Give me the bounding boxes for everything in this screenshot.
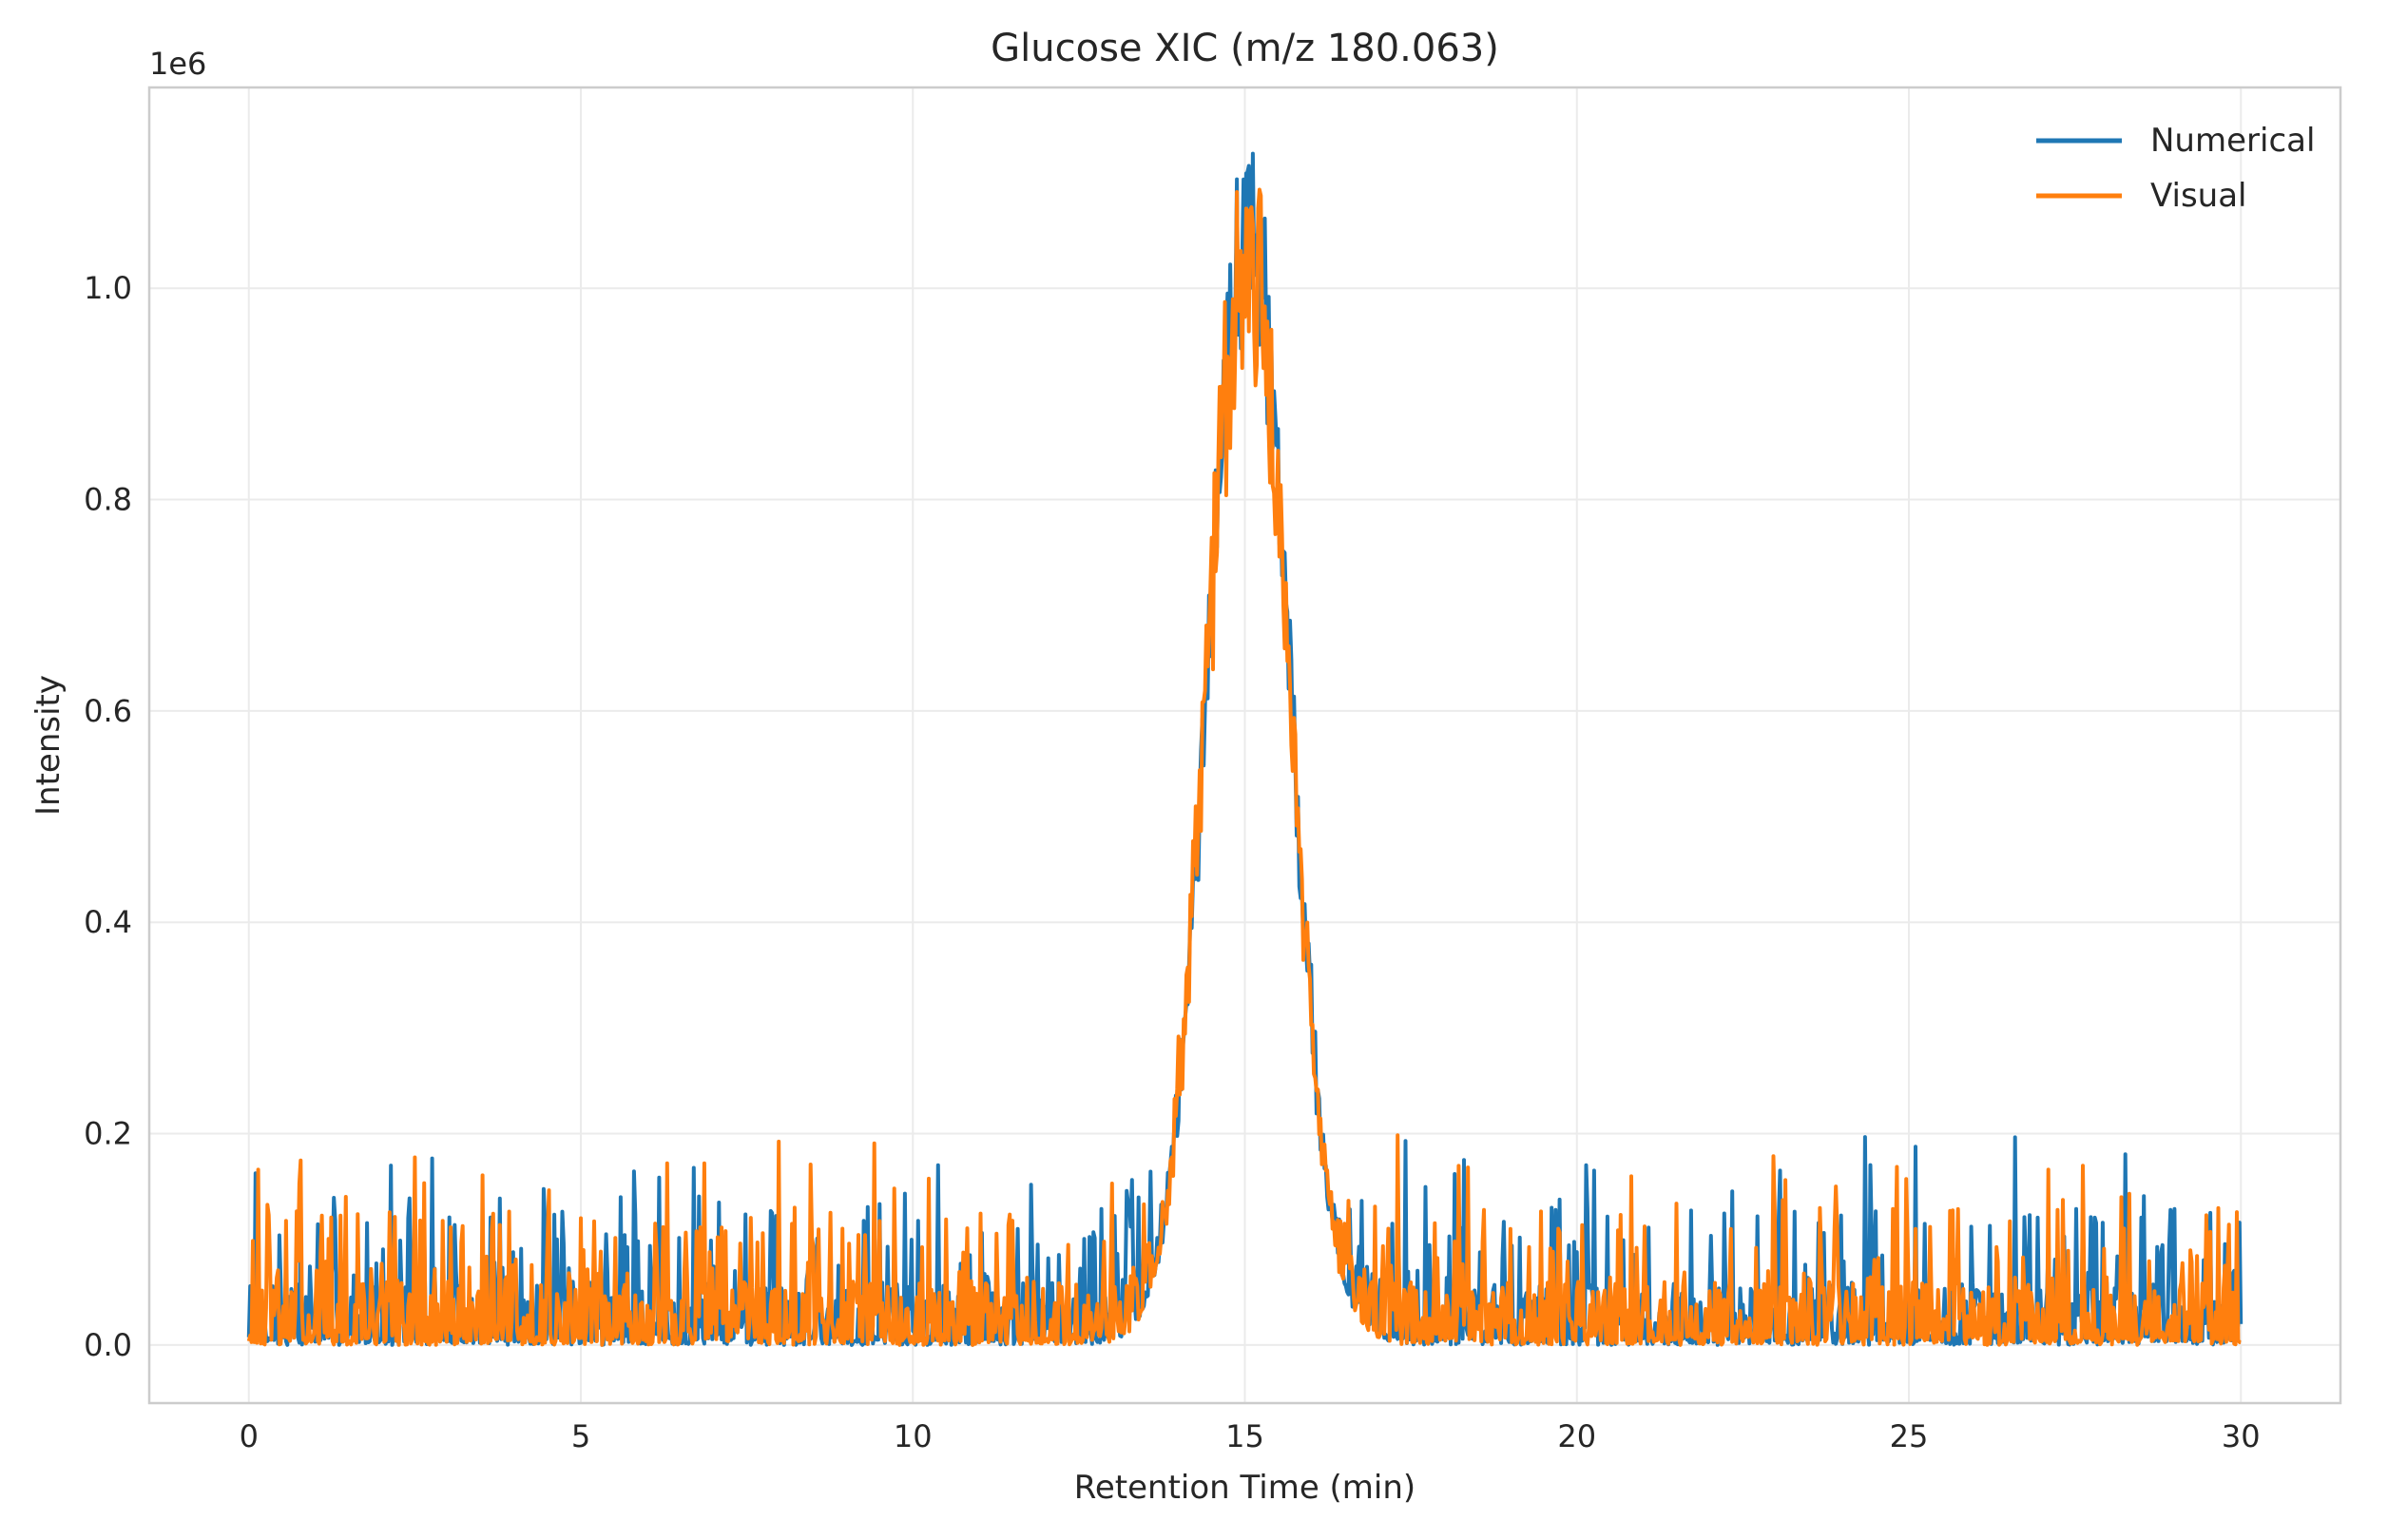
legend-label: Numerical — [2150, 122, 2315, 160]
y-offset-label: 1e6 — [149, 46, 206, 82]
x-tick-label: 30 — [2222, 1418, 2261, 1454]
y-tick-label: 0.0 — [84, 1327, 132, 1363]
x-tick-label: 5 — [571, 1418, 590, 1454]
y-axis-label: Intensity — [29, 675, 67, 816]
x-tick-label: 25 — [1890, 1418, 1929, 1454]
y-tick-label: 0.8 — [84, 482, 132, 518]
x-tick-label: 15 — [1225, 1418, 1264, 1454]
x-tick-label: 0 — [240, 1418, 259, 1454]
y-tick-label: 1.0 — [84, 270, 132, 306]
series-layer — [246, 151, 2244, 1347]
x-axis-label: Retention Time (min) — [1074, 1469, 1415, 1507]
legend: Numerical Visual — [2036, 122, 2315, 215]
legend-label: Visual — [2150, 177, 2247, 215]
y-tick-label: 0.2 — [84, 1116, 132, 1152]
x-tick-label: 10 — [894, 1418, 933, 1454]
series-line-visual — [246, 187, 2242, 1347]
plot-frame — [147, 86, 2342, 1405]
tick-layer: 0 5 10 15 20 25 30 0.0 0.2 0.4 0.6 0.8 1.0 — [84, 270, 2260, 1454]
y-tick-label: 0.6 — [84, 693, 132, 729]
y-tick-label: 0.4 — [84, 904, 132, 940]
x-tick-label: 20 — [1557, 1418, 1596, 1454]
chart-title: Glucose XIC (m/z 180.063) — [991, 27, 1499, 70]
